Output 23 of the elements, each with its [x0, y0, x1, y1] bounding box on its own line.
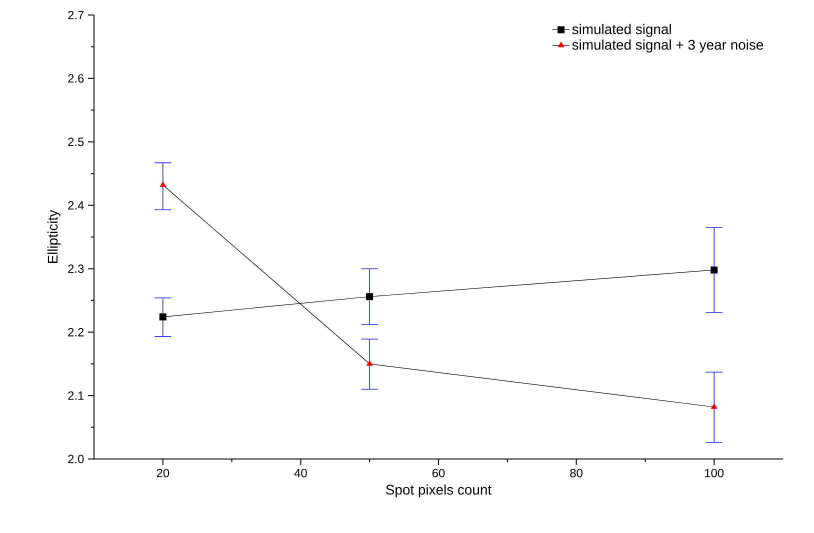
- y-tick-label: 2.3: [68, 264, 84, 273]
- y-tick-label: 2.0: [68, 454, 84, 464]
- y-axis-title: Ellipticity: [47, 210, 60, 263]
- x-tick-label: 40: [294, 468, 307, 478]
- point: [710, 266, 718, 274]
- y-tick-label: 2.5: [68, 138, 84, 146]
- point: [711, 404, 718, 409]
- point: [160, 182, 166, 187]
- legend-label: simulated signal: [572, 24, 671, 37]
- y-tick-label: 2.7: [68, 10, 84, 20]
- point: [366, 360, 373, 366]
- x-tick-label: 100: [705, 468, 724, 478]
- y-tick-label: 2.1: [68, 391, 84, 400]
- x-axis-title: Spot pixels count: [386, 484, 492, 498]
- point: [159, 313, 166, 320]
- point: [366, 293, 374, 300]
- legend-label: simulated signal + 3 year noise: [572, 40, 764, 53]
- y-tick-label: 2.2: [68, 328, 84, 336]
- y-tick-label: 2.6: [68, 74, 84, 83]
- x-tick-label: 20: [156, 468, 170, 478]
- x-tick-label: 60: [432, 468, 445, 478]
- x-tick-label: 80: [570, 468, 582, 478]
- y-tick-label: 2.4: [68, 201, 84, 210]
